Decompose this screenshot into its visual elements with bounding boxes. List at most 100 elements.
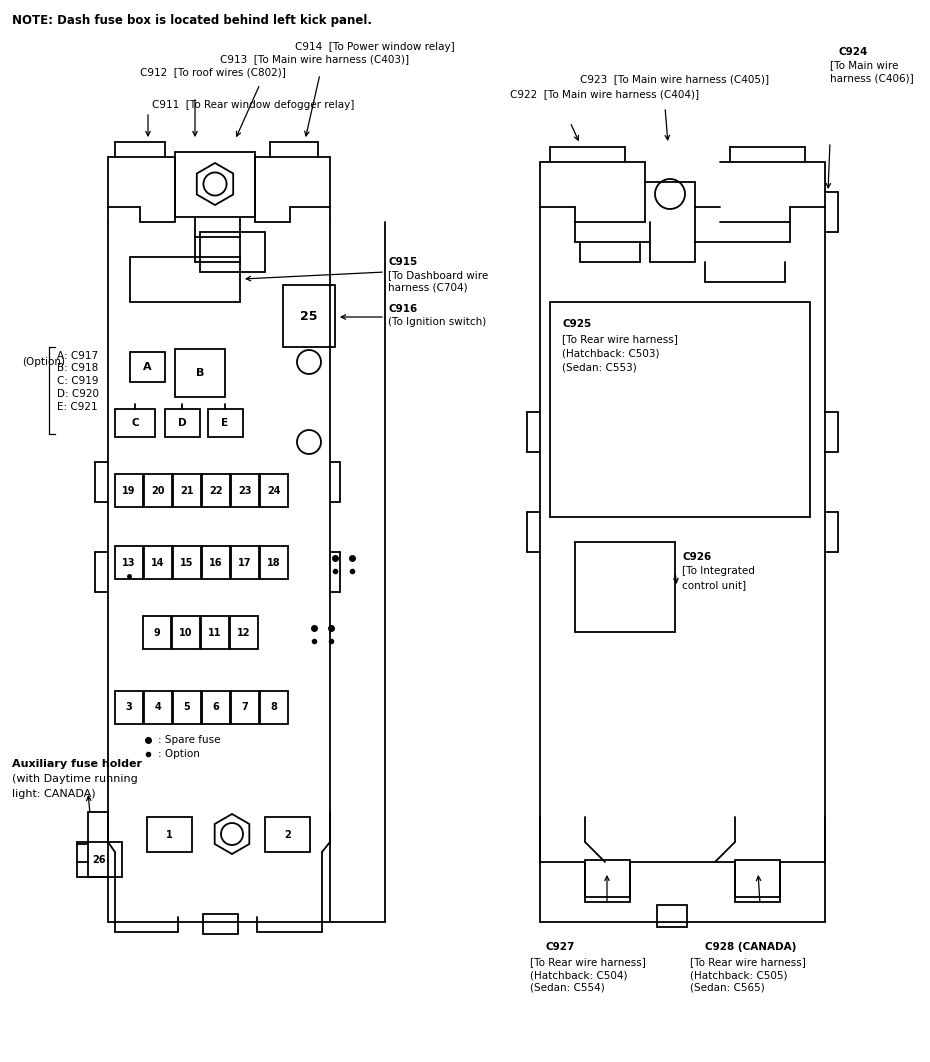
Bar — [144, 546, 172, 579]
Bar — [143, 616, 171, 649]
Text: 11: 11 — [208, 628, 221, 637]
Text: 12: 12 — [237, 628, 251, 637]
Text: 14: 14 — [152, 558, 165, 567]
Text: C916: C916 — [388, 304, 418, 314]
Bar — [115, 546, 143, 579]
Text: 24: 24 — [267, 485, 281, 496]
Text: C914  [To Power window relay]: C914 [To Power window relay] — [295, 42, 455, 52]
Text: C911  [To Rear window defogger relay]: C911 [To Rear window defogger relay] — [152, 100, 354, 110]
Text: 5: 5 — [183, 702, 191, 713]
Text: 7: 7 — [242, 702, 248, 713]
Bar — [585, 860, 630, 902]
Text: (Hatchback: C505): (Hatchback: C505) — [690, 970, 788, 980]
Text: C922  [To Main wire harness (C404)]: C922 [To Main wire harness (C404)] — [510, 89, 699, 99]
Text: harness (C704): harness (C704) — [388, 282, 468, 293]
Text: [To Dashboard wire: [To Dashboard wire — [388, 270, 488, 280]
Text: D: D — [178, 418, 186, 428]
Text: B: C918: B: C918 — [57, 363, 99, 373]
Text: B: B — [196, 369, 205, 378]
Text: C915: C915 — [388, 257, 418, 267]
Text: light: CANADA): light: CANADA) — [12, 789, 96, 799]
Text: [To Integrated: [To Integrated — [682, 566, 755, 576]
Text: C926: C926 — [682, 552, 711, 562]
Bar — [173, 474, 201, 507]
Bar — [202, 474, 230, 507]
Bar — [115, 691, 143, 724]
Bar — [201, 616, 229, 649]
Text: 22: 22 — [209, 485, 223, 496]
Text: E: E — [221, 418, 229, 428]
Bar — [260, 474, 288, 507]
Text: [To Rear wire harness]: [To Rear wire harness] — [530, 957, 645, 967]
Text: 3: 3 — [126, 702, 132, 713]
Text: 4: 4 — [154, 702, 162, 713]
Text: 2: 2 — [285, 829, 291, 839]
Text: 26: 26 — [92, 855, 106, 866]
Text: (Sedan: C565): (Sedan: C565) — [690, 983, 764, 993]
Text: [To Main wire: [To Main wire — [830, 59, 898, 70]
Text: control unit]: control unit] — [682, 580, 746, 590]
Bar — [202, 691, 230, 724]
Text: C927: C927 — [545, 942, 575, 952]
Bar — [77, 842, 122, 877]
Bar — [130, 257, 240, 302]
Bar — [165, 409, 200, 436]
Text: (Sedan: C553): (Sedan: C553) — [562, 362, 637, 372]
Bar — [260, 546, 288, 579]
Bar — [175, 349, 225, 397]
Text: C925: C925 — [562, 319, 591, 329]
Text: 1: 1 — [166, 829, 173, 839]
Bar — [230, 616, 258, 649]
Text: 13: 13 — [122, 558, 136, 567]
Bar — [231, 546, 259, 579]
Text: 9: 9 — [153, 628, 160, 637]
Text: 16: 16 — [209, 558, 223, 567]
Text: 17: 17 — [238, 558, 252, 567]
Text: : Option: : Option — [158, 749, 200, 759]
Bar — [200, 232, 265, 272]
Bar — [147, 817, 192, 852]
Text: C913  [To Main wire harness (C403)]: C913 [To Main wire harness (C403)] — [220, 54, 409, 64]
Text: (Hatchback: C504): (Hatchback: C504) — [530, 970, 628, 980]
Bar — [231, 691, 259, 724]
Text: C923  [To Main wire harness (C405)]: C923 [To Main wire harness (C405)] — [580, 74, 769, 84]
Text: C: C919: C: C919 — [57, 376, 99, 386]
Bar — [657, 905, 687, 927]
Bar — [208, 409, 243, 436]
Text: 25: 25 — [300, 309, 318, 323]
Bar — [172, 616, 200, 649]
Text: D: C920: D: C920 — [57, 389, 99, 399]
Bar — [575, 542, 675, 632]
Text: C912  [To roof wires (C802)]: C912 [To roof wires (C802)] — [140, 67, 286, 78]
Bar — [265, 817, 310, 852]
Text: (with Daytime running: (with Daytime running — [12, 774, 138, 784]
Text: A: C917: A: C917 — [57, 352, 99, 361]
Bar — [283, 285, 335, 347]
Text: 18: 18 — [267, 558, 281, 567]
Text: 6: 6 — [213, 702, 219, 713]
Text: [To Rear wire harness]: [To Rear wire harness] — [690, 957, 806, 967]
Text: 10: 10 — [179, 628, 193, 637]
Text: C928 (CANADA): C928 (CANADA) — [705, 942, 796, 952]
Text: C: C — [131, 418, 139, 428]
Bar — [173, 691, 201, 724]
Bar — [115, 474, 143, 507]
Text: 23: 23 — [238, 485, 252, 496]
Text: A: A — [142, 362, 152, 372]
Bar — [173, 546, 201, 579]
Text: 8: 8 — [271, 702, 277, 713]
Bar — [144, 691, 172, 724]
Text: (Sedan: C554): (Sedan: C554) — [530, 983, 604, 993]
Bar — [130, 352, 165, 382]
Text: (To Ignition switch): (To Ignition switch) — [388, 316, 486, 327]
Bar — [550, 302, 810, 517]
Text: (Hatchback: C503): (Hatchback: C503) — [562, 348, 659, 358]
Bar — [735, 860, 780, 902]
Bar — [202, 546, 230, 579]
Text: E: C921: E: C921 — [57, 402, 98, 412]
Bar — [231, 474, 259, 507]
Text: (Option): (Option) — [22, 357, 65, 367]
Text: 20: 20 — [152, 485, 165, 496]
Bar — [144, 474, 172, 507]
Text: 21: 21 — [180, 485, 193, 496]
